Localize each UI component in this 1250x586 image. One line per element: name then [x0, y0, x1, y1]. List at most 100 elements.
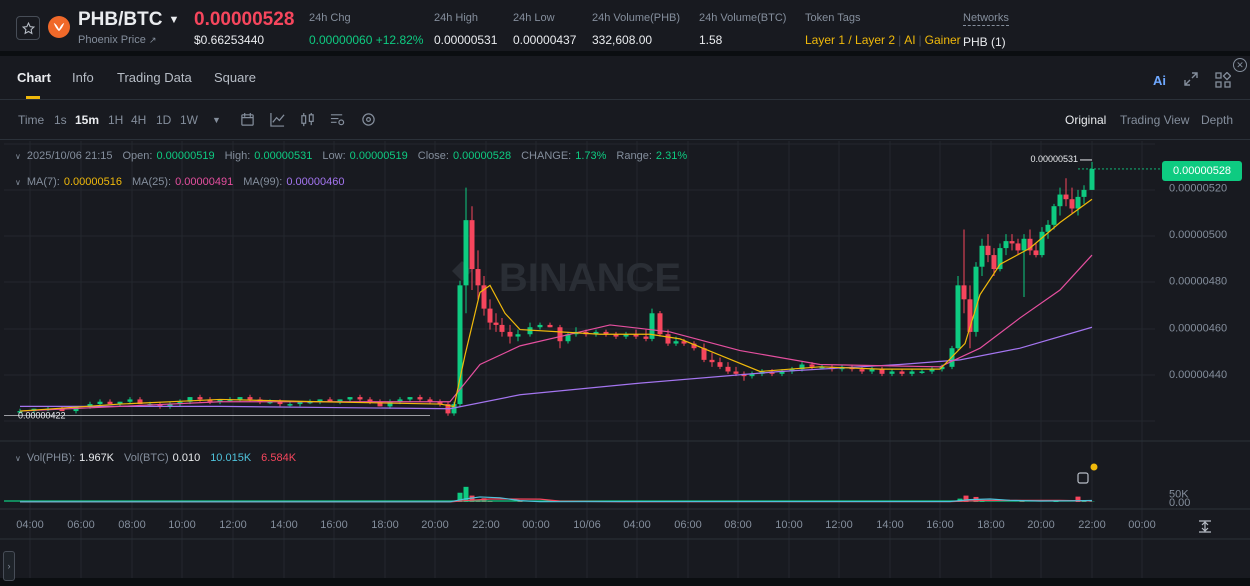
- candle-body: [725, 366, 731, 372]
- usd-price: $0.66253440: [194, 33, 265, 47]
- calendar-icon[interactable]: [240, 112, 255, 127]
- candle-body: [733, 371, 739, 374]
- stat-24h-change: 24h Chg 0.00000060 +12.82%: [309, 12, 424, 47]
- candle-body: [603, 331, 609, 335]
- svg-text:Ai: Ai: [1153, 73, 1166, 88]
- collapse-chevron-icon[interactable]: ∨: [15, 177, 21, 187]
- time-axis-label: 16:00: [320, 519, 348, 531]
- coin-name-link[interactable]: Phoenix Price ↗: [78, 34, 157, 46]
- tag-ai[interactable]: AI: [904, 33, 916, 47]
- candle-body: [1081, 189, 1087, 197]
- expand-icon[interactable]: [1184, 72, 1198, 86]
- star-icon: [21, 21, 35, 34]
- view-tradingview[interactable]: Trading View: [1120, 113, 1190, 127]
- candle-body: [919, 371, 925, 373]
- candle-body: [407, 397, 413, 400]
- interval-1d[interactable]: 1D: [156, 113, 172, 127]
- price-axis-label: 0.00000440: [1169, 369, 1227, 381]
- tag-layer[interactable]: Layer 1 / Layer 2: [805, 33, 896, 47]
- candle-body: [665, 334, 671, 344]
- time-axis-label: 00:00: [1128, 519, 1156, 531]
- candle-body: [657, 313, 663, 335]
- time-axis-label: 10/06: [573, 519, 601, 531]
- interval-1w[interactable]: 1W: [180, 113, 198, 127]
- tag-gainer[interactable]: Gainer: [924, 33, 961, 47]
- candle-body: [337, 399, 343, 402]
- candle-body: [613, 334, 619, 337]
- candlestick-chart[interactable]: BINANCE 0.00000520 0.00000500 0.00000480 0.0…: [0, 141, 1250, 578]
- panel-tabs: Chart Info Trading Data Square Ai ✕: [0, 56, 1250, 100]
- candle-body: [909, 371, 915, 374]
- candle-body: [287, 404, 293, 406]
- view-depth[interactable]: Depth: [1201, 113, 1234, 127]
- candle-body: [207, 399, 213, 402]
- stat-token-tags: Token Tags Layer 1 / Layer 2 | AI | Gainer: [805, 12, 961, 47]
- candle-body: [499, 324, 505, 332]
- ai-icon[interactable]: Ai: [1153, 72, 1169, 88]
- time-axis-label: 18:00: [977, 519, 1005, 531]
- candle-body: [879, 369, 885, 374]
- candle-body: [247, 397, 253, 400]
- tab-trading-data[interactable]: Trading Data: [117, 70, 192, 85]
- candle-body: [859, 369, 865, 372]
- candle-body: [387, 401, 393, 407]
- candle-body: [985, 245, 991, 256]
- time-axis-label: 04:00: [16, 519, 44, 531]
- settings-list-icon[interactable]: [330, 112, 345, 127]
- volume-bar: [457, 492, 463, 502]
- time-axis-label: 08:00: [118, 519, 146, 531]
- volume-bar: [481, 498, 487, 502]
- candlestick-type-icon[interactable]: [300, 112, 315, 127]
- favorite-button[interactable]: [16, 16, 40, 40]
- candle-body: [515, 334, 521, 337]
- pair-selector[interactable]: PHB/BTC ▼: [78, 9, 179, 31]
- volume-bar: [469, 495, 475, 502]
- candle-body: [709, 359, 715, 363]
- candle-body: [547, 324, 553, 328]
- more-intervals-caret-icon[interactable]: ▼: [212, 115, 221, 125]
- chart-area[interactable]: BINANCE 0.00000520 0.00000500 0.00000480 0.0…: [0, 141, 1250, 581]
- candle-body: [237, 397, 243, 400]
- volume-ma-cyan-line: [20, 496, 1093, 503]
- candle-body: [377, 401, 383, 407]
- ma-legend: ∨ MA(7): 0.00000516 MA(25): 0.00000491 MA(…: [15, 176, 345, 188]
- candle-body: [481, 285, 487, 309]
- interval-15m[interactable]: 15m: [75, 113, 100, 127]
- collapse-chevron-icon[interactable]: ∨: [15, 151, 21, 161]
- indicator-chart-icon[interactable]: [270, 112, 285, 127]
- candle-body: [17, 411, 23, 413]
- candle-body: [979, 245, 985, 267]
- candle-body: [1033, 250, 1039, 256]
- candle-body: [127, 399, 133, 402]
- candle-body: [691, 343, 697, 349]
- view-original[interactable]: Original: [1065, 113, 1107, 127]
- candle-body: [117, 401, 123, 405]
- volume-axis-label: 50K: [1169, 489, 1189, 501]
- tab-chart[interactable]: Chart: [17, 70, 51, 85]
- target-settings-icon[interactable]: [361, 112, 376, 127]
- candle-body: [107, 401, 113, 405]
- tab-info[interactable]: Info: [72, 70, 94, 85]
- tab-square[interactable]: Square: [214, 70, 256, 85]
- interval-1h[interactable]: 1H: [108, 113, 124, 127]
- candle-body: [955, 285, 961, 349]
- networks-value[interactable]: PHB (1): [963, 35, 1006, 49]
- candle-body: [939, 366, 945, 370]
- interval-time[interactable]: Time: [18, 113, 45, 127]
- candle-body: [899, 371, 905, 374]
- interval-1s[interactable]: 1s: [54, 113, 67, 127]
- layout-grid-icon[interactable]: [1215, 72, 1231, 88]
- axis-resize-icon[interactable]: [1199, 520, 1211, 533]
- interval-4h[interactable]: 4H: [131, 113, 147, 127]
- candle-body: [463, 220, 469, 286]
- candle-body: [397, 399, 403, 402]
- phoenix-logo-icon: [48, 16, 70, 38]
- candle-body: [487, 308, 493, 323]
- expand-left-handle[interactable]: ›: [3, 551, 15, 581]
- close-icon[interactable]: ✕: [1233, 58, 1247, 72]
- time-axis-label: 12:00: [219, 519, 247, 531]
- candle-body: [317, 399, 323, 402]
- collapse-chevron-icon[interactable]: ∨: [15, 453, 21, 463]
- watermark-text: BINANCE: [499, 256, 681, 300]
- candle-body: [717, 362, 723, 367]
